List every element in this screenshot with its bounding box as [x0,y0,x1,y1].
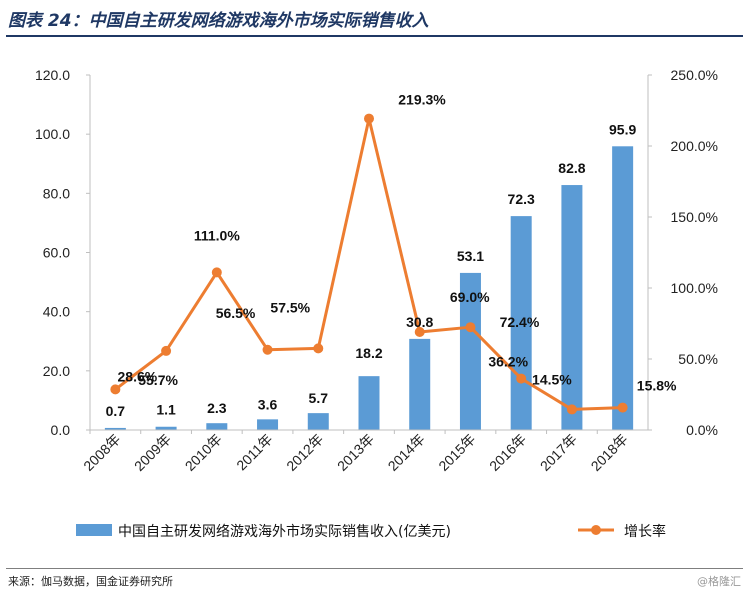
line-data-label: 55.7% [138,372,178,388]
bar [561,185,583,430]
growth-point [262,344,273,355]
bar-data-label: 82.8 [558,160,585,176]
x-tick-label: 2016年 [486,431,529,474]
line-data-label: 36.2% [488,354,528,370]
line-data-label: 28.6% [118,368,158,384]
growth-point [414,327,425,338]
right-y-tick-label: 0.0% [686,422,718,438]
bar [358,376,380,430]
left-y-tick-label: 40.0 [43,304,70,320]
left-y-tick-label: 60.0 [43,245,70,261]
bar [307,413,329,430]
x-tick-label: 2008年 [80,431,123,474]
x-tick-label: 2010年 [182,431,225,474]
growth-line-series [110,113,628,415]
legend-bar-swatch [76,524,112,536]
source-note: 来源：伽马数据，国金证券研究所 [8,575,173,588]
growth-point [516,373,527,384]
bar [612,146,634,430]
bar-data-label: 0.7 [106,403,126,419]
bar [257,419,279,430]
bar-data-labels: 0.7 1.1 2.3 3.6 5.7 18.2 30.8 53.1 72.3 82.8 95.9 [106,121,637,419]
x-tick-label: 2015年 [435,431,478,474]
bar-data-label: 30.8 [406,314,433,330]
right-y-tick-label: 150.0% [671,209,718,225]
bar [510,216,532,430]
right-y-tick-label: 250.0% [671,67,718,83]
x-tick-labels: 2008年 2009年 2010年 2011年 2012年 2013年 2014年 2015年… [80,430,631,474]
bar-data-label: 53.1 [457,248,484,264]
left-y-tick-label: 80.0 [43,185,70,201]
line-data-labels: 28.6%55.7% 111.0% 56.5% 57.5% 219.3% 69.0% 72.… [118,92,678,394]
bar [155,426,177,430]
growth-point [110,384,121,395]
right-y-axis: 0.0% 50.0% 100.0% 150.0% 200.0% 250.0% [647,67,718,438]
watermark: @格隆汇 [697,575,741,588]
x-tick-label: 2013年 [334,431,377,474]
left-y-tick-label: 20.0 [43,363,70,379]
right-y-tick-label: 200.0% [671,138,718,154]
line-data-label: 57.5% [270,299,310,315]
right-y-tick-label: 50.0% [678,351,718,367]
bar-series [104,146,634,430]
right-y-tick-labels: 0.0% 50.0% 100.0% 150.0% 200.0% 250.0% [648,67,718,438]
bar-data-label: 5.7 [309,390,329,406]
right-y-tick-label: 100.0% [671,280,718,296]
bar [409,338,431,430]
legend: 中国自主研发网络游戏海外市场实际销售收入(亿美元) 增长率 [76,523,666,540]
x-tick-label: 2012年 [283,431,326,474]
bar-data-label: 95.9 [609,121,636,137]
growth-point [313,343,324,354]
growth-point [617,402,628,413]
bar-data-label: 18.2 [355,345,382,361]
line-data-label: 15.8% [637,378,677,394]
bar-data-label: 2.3 [207,400,227,416]
growth-point [465,322,476,333]
bar-data-label: 3.6 [258,396,278,412]
left-y-tick-label: 0.0 [51,422,71,438]
line-data-label: 111.0% [194,227,240,243]
bar [104,427,126,430]
left-y-axis: 0.0 20.0 40.0 60.0 80.0 100.0 120.0 [35,67,91,438]
growth-line [114,117,623,411]
figure-title: 图表 24：中国自主研发网络游戏海外市场实际销售收入 [8,11,429,31]
source-rule [6,568,743,569]
x-tick-label: 2018年 [588,431,631,474]
growth-point [566,404,577,415]
x-tick-label: 2017年 [537,431,580,474]
x-tick-label: 2011年 [233,431,276,474]
left-y-tick-label: 100.0 [35,126,70,142]
bar [459,272,481,430]
left-y-tick-labels: 0.0 20.0 40.0 60.0 80.0 100.0 120.0 [35,67,90,438]
line-data-label: 219.3% [398,92,446,108]
legend-bar-label: 中国自主研发网络游戏海外市场实际销售收入(亿美元) [118,523,451,540]
growth-point [161,345,172,356]
line-data-label: 14.5% [532,371,572,387]
bar-data-label: 72.3 [508,191,535,207]
growth-point [211,267,222,278]
bar [206,423,228,430]
legend-line-marker [591,525,601,535]
left-y-tick-label: 120.0 [35,67,70,83]
growth-point [364,113,374,124]
line-data-label: 56.5% [216,305,256,321]
bar-data-label: 1.1 [156,402,176,418]
title-rule [6,35,743,37]
x-tick-label: 2014年 [385,431,428,474]
x-tick-label: 2009年 [131,431,174,474]
line-data-label: 69.0% [450,289,490,305]
line-data-label: 72.4% [500,314,540,330]
legend-line-label: 增长率 [624,523,666,540]
